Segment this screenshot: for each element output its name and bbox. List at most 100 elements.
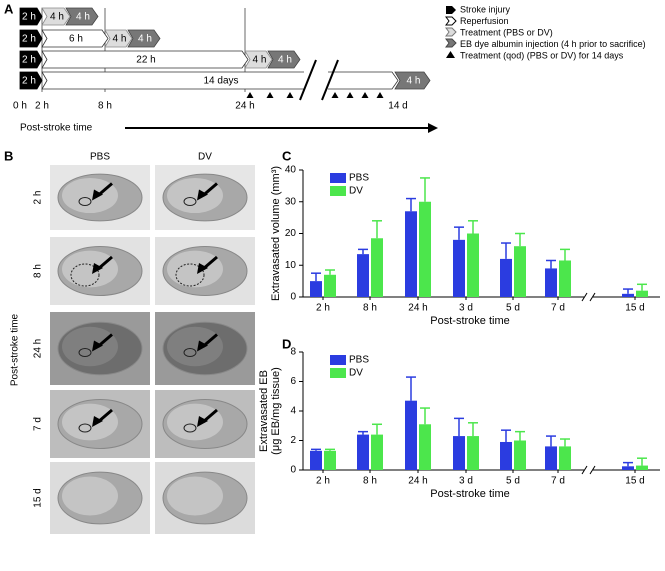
bar bbox=[500, 441, 512, 470]
panel-label: A bbox=[4, 1, 14, 16]
timeline-segment bbox=[19, 71, 43, 90]
error-bar bbox=[623, 288, 633, 294]
error-bar bbox=[406, 197, 416, 212]
legend-icons bbox=[445, 6, 457, 58]
brain-cortex bbox=[167, 476, 223, 516]
arrowhead bbox=[197, 189, 208, 201]
error-bar bbox=[501, 242, 511, 259]
error-bar bbox=[546, 435, 556, 447]
timeline-segment bbox=[19, 7, 43, 26]
segment-label: 2 h bbox=[22, 55, 36, 66]
arrowhead bbox=[92, 189, 103, 201]
x-tick-label: 2 h bbox=[316, 476, 330, 487]
error-bar bbox=[420, 407, 430, 425]
error-bar bbox=[560, 438, 570, 447]
bar bbox=[357, 254, 369, 297]
icon-eb bbox=[445, 38, 457, 48]
axis-break bbox=[589, 465, 596, 475]
bar bbox=[636, 465, 648, 470]
bar bbox=[310, 281, 322, 297]
icon-reperfusion bbox=[445, 16, 457, 26]
bar bbox=[405, 400, 417, 470]
legend-text: EB dye albumin injection (4 h prior to s… bbox=[460, 39, 646, 49]
y-tick-label: 40 bbox=[285, 165, 297, 176]
treatment-triangle bbox=[266, 92, 274, 98]
legend-swatch bbox=[330, 368, 346, 378]
x-tick-label: 15 d bbox=[625, 303, 644, 314]
error-bar bbox=[454, 226, 464, 240]
brain-cortex bbox=[62, 476, 118, 516]
brain-cortex bbox=[167, 250, 223, 288]
bar bbox=[559, 446, 571, 470]
x-tick-label: 5 d bbox=[506, 476, 520, 487]
time-label: 14 d bbox=[388, 101, 407, 112]
y-tick-label: 0 bbox=[290, 465, 296, 476]
error-bar bbox=[623, 461, 633, 467]
row-label: 24 h bbox=[33, 339, 44, 358]
bar bbox=[514, 246, 526, 297]
legend-swatch bbox=[330, 186, 346, 196]
icon-triangle bbox=[446, 51, 455, 58]
timeline-segment bbox=[41, 50, 249, 69]
bar bbox=[467, 436, 479, 470]
axis-break bbox=[581, 465, 588, 475]
error-bar bbox=[515, 430, 525, 441]
time-label: 24 h bbox=[235, 101, 254, 112]
y-tick-label: 20 bbox=[285, 228, 297, 239]
x-tick-label: 2 h bbox=[316, 303, 330, 314]
error-bar bbox=[501, 429, 511, 442]
segment-label: 4 h bbox=[407, 76, 421, 87]
error-bar bbox=[468, 422, 478, 437]
legend-label: PBS bbox=[349, 173, 369, 184]
segment-label: 4 h bbox=[253, 55, 267, 66]
error-bar bbox=[372, 423, 382, 435]
panel-label: C bbox=[282, 148, 292, 163]
y-tick-label: 10 bbox=[285, 260, 297, 271]
segment-label: 2 h bbox=[22, 76, 36, 87]
column-label: DV bbox=[198, 152, 212, 163]
brain-cortex bbox=[62, 326, 118, 367]
segment-label: 22 h bbox=[136, 55, 155, 66]
error-bar bbox=[515, 232, 525, 247]
segment-label: 6 h bbox=[69, 34, 83, 45]
error-bar bbox=[325, 269, 335, 275]
x-tick-label: 7 d bbox=[551, 476, 565, 487]
bar bbox=[371, 238, 383, 297]
axis-break bbox=[581, 292, 588, 302]
error-bar bbox=[406, 376, 416, 401]
segment-label: 4 h bbox=[138, 34, 152, 45]
bar bbox=[545, 268, 557, 297]
legend-text: Treatment (qod) (PBS or DV) for 14 days bbox=[460, 50, 624, 60]
icon-treatment bbox=[445, 27, 457, 37]
error-bar bbox=[358, 248, 368, 255]
segment-label: 4 h bbox=[76, 12, 90, 23]
bar bbox=[500, 258, 512, 297]
axis-break bbox=[589, 292, 596, 302]
bar bbox=[545, 446, 557, 470]
bar bbox=[324, 274, 336, 297]
bar bbox=[622, 293, 634, 297]
bar bbox=[559, 260, 571, 297]
bar bbox=[636, 290, 648, 297]
arrowhead bbox=[197, 263, 208, 274]
segment-label: 4 h bbox=[50, 12, 64, 23]
brain-cortex bbox=[62, 250, 118, 288]
timeline-segment bbox=[394, 71, 431, 90]
lesion bbox=[78, 348, 92, 357]
timeline-segment bbox=[127, 29, 161, 48]
segment-label: 2 h bbox=[22, 34, 36, 45]
y-tick-label: 6 bbox=[290, 376, 296, 387]
bar bbox=[324, 450, 336, 470]
arrowhead bbox=[197, 340, 208, 352]
error-bar bbox=[546, 259, 556, 269]
bar bbox=[453, 239, 465, 297]
lesion bbox=[78, 197, 92, 206]
arrowhead bbox=[197, 416, 208, 427]
segment-label: 14 days bbox=[203, 76, 238, 87]
x-tick-label: 8 h bbox=[363, 303, 377, 314]
segment-label: 4 h bbox=[278, 55, 292, 66]
error-bar bbox=[454, 417, 464, 437]
panel-label: D bbox=[282, 336, 291, 351]
lesion bbox=[175, 263, 205, 287]
legend-text: Stroke injury bbox=[460, 4, 511, 14]
